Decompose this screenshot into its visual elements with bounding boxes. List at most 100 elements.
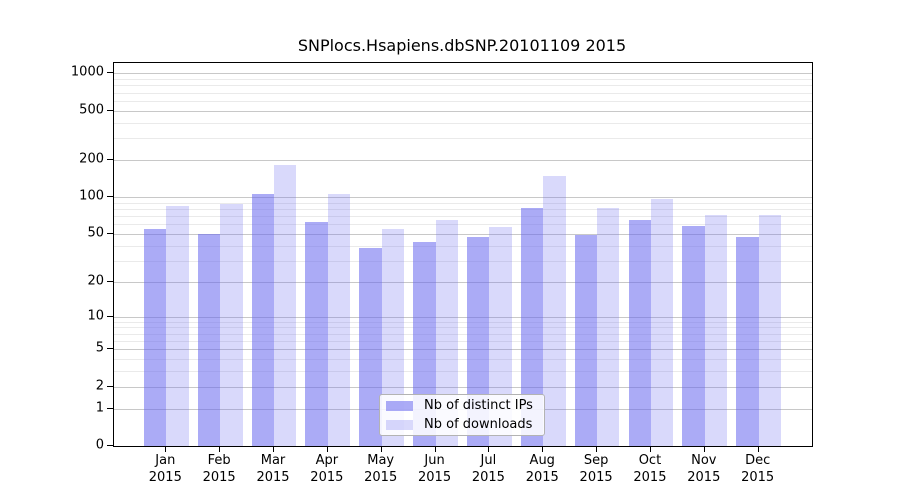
x-tick bbox=[380, 446, 382, 452]
minor-gridline bbox=[114, 122, 812, 124]
month-year: 2015 bbox=[202, 470, 236, 486]
minor-gridline bbox=[114, 92, 812, 94]
bar-feb-distinct-ips bbox=[197, 233, 221, 446]
month-year: 2015 bbox=[148, 470, 182, 486]
y-tick-label: 200 bbox=[79, 151, 104, 167]
y-tick-label: 0 bbox=[95, 437, 104, 453]
minor-gridline bbox=[114, 321, 812, 323]
bar-dec-downloads bbox=[758, 214, 782, 446]
x-tick bbox=[703, 446, 705, 452]
bar-mar-downloads bbox=[274, 164, 297, 446]
y-tick-label: 1000 bbox=[70, 64, 104, 80]
bar-feb-downloads bbox=[220, 203, 243, 446]
bar-dec-distinct-ips bbox=[736, 237, 759, 446]
month-year: 2015 bbox=[471, 470, 505, 486]
major-gridline bbox=[114, 197, 812, 199]
minor-gridline bbox=[114, 78, 812, 80]
month-name: Dec bbox=[745, 453, 771, 468]
y-tick-label: 5 bbox=[95, 340, 104, 356]
x-tick-label-apr: Apr 2015 bbox=[295, 452, 359, 486]
x-tick bbox=[326, 446, 328, 452]
month-year: 2015 bbox=[310, 470, 344, 486]
bar-jan-distinct-ips bbox=[143, 228, 167, 446]
y-tick bbox=[107, 445, 113, 446]
plot-area bbox=[113, 62, 813, 447]
legend-label-downloads: Nb of downloads bbox=[424, 417, 533, 432]
y-tick-label: 20 bbox=[87, 273, 104, 289]
month-name: Feb bbox=[207, 453, 231, 468]
y-tick bbox=[107, 385, 113, 387]
month-year: 2015 bbox=[525, 470, 559, 486]
major-gridline bbox=[114, 349, 812, 351]
y-tick bbox=[107, 232, 113, 234]
x-tick-label-jun: Jun 2015 bbox=[403, 452, 467, 486]
x-tick-label-mar: Mar 2015 bbox=[241, 452, 305, 486]
month-name: Sep bbox=[583, 453, 609, 468]
x-tick-label-dec: Dec 2015 bbox=[726, 452, 790, 486]
major-gridline bbox=[114, 159, 812, 161]
bar-oct-distinct-ips bbox=[628, 219, 651, 446]
minor-gridline bbox=[114, 341, 812, 343]
x-tick bbox=[434, 446, 436, 452]
x-tick bbox=[757, 446, 759, 452]
y-tick-label: 2 bbox=[95, 378, 104, 394]
x-tick bbox=[542, 446, 544, 452]
legend-swatch-downloads bbox=[386, 419, 413, 430]
bar-may-downloads bbox=[381, 228, 405, 446]
minor-gridline bbox=[114, 327, 812, 329]
y-tick bbox=[107, 407, 113, 409]
minor-gridline bbox=[114, 359, 812, 361]
bar-aug-downloads bbox=[543, 176, 566, 446]
month-name: Mar bbox=[260, 453, 286, 468]
major-gridline bbox=[114, 110, 812, 112]
major-gridline bbox=[114, 386, 812, 388]
x-tick-label-jul: Jul 2015 bbox=[456, 452, 520, 486]
month-name: Nov bbox=[691, 453, 717, 468]
minor-gridline bbox=[114, 224, 812, 226]
x-tick bbox=[165, 446, 167, 452]
y-tick bbox=[107, 158, 113, 160]
legend-label-distinct-ips: Nb of distinct IPs bbox=[424, 398, 533, 413]
bar-sep-distinct-ips bbox=[574, 234, 598, 446]
legend-row-ips: Nb of distinct IPs bbox=[380, 396, 544, 415]
bar-oct-downloads bbox=[650, 198, 674, 446]
y-tick-label: 10 bbox=[87, 308, 104, 324]
major-gridline bbox=[114, 73, 812, 75]
y-tick bbox=[107, 348, 113, 350]
minor-gridline bbox=[114, 371, 812, 373]
legend-swatch-distinct-ips bbox=[386, 400, 413, 411]
month-name: Jul bbox=[480, 453, 497, 468]
chart-title: SNPlocs.Hsapiens.dbSNP.20101109 2015 bbox=[297, 36, 627, 55]
x-tick-label-jan: Jan 2015 bbox=[133, 452, 197, 486]
minor-gridline bbox=[114, 260, 812, 262]
minor-gridline bbox=[114, 245, 812, 247]
bar-nov-distinct-ips bbox=[682, 226, 705, 446]
bar-sep-downloads bbox=[597, 208, 620, 446]
month-name: Aug bbox=[529, 453, 555, 468]
minor-gridline bbox=[114, 333, 812, 335]
month-year: 2015 bbox=[364, 470, 398, 486]
bar-apr-distinct-ips bbox=[305, 222, 328, 446]
y-tick bbox=[107, 280, 113, 282]
x-tick-label-may: May 2015 bbox=[349, 452, 413, 486]
minor-gridline bbox=[114, 216, 812, 218]
major-gridline bbox=[114, 316, 812, 318]
bar-apr-downloads bbox=[327, 193, 351, 446]
bar-aug-distinct-ips bbox=[520, 208, 544, 446]
month-name: May bbox=[367, 453, 395, 468]
x-tick-label-sep: Sep 2015 bbox=[564, 452, 628, 486]
bar-nov-downloads bbox=[704, 214, 728, 446]
major-gridline bbox=[114, 281, 812, 283]
month-name: Apr bbox=[315, 453, 339, 468]
y-tick-label: 100 bbox=[79, 188, 104, 204]
month-year: 2015 bbox=[256, 470, 290, 486]
month-year: 2015 bbox=[633, 470, 667, 486]
bar-jan-downloads bbox=[166, 206, 189, 446]
x-tick bbox=[649, 446, 651, 452]
month-name: Jun bbox=[424, 453, 445, 468]
x-tick-label-feb: Feb 2015 bbox=[187, 452, 251, 486]
x-tick-label-nov: Nov 2015 bbox=[672, 452, 736, 486]
y-tick bbox=[107, 196, 113, 198]
x-tick bbox=[273, 446, 274, 452]
